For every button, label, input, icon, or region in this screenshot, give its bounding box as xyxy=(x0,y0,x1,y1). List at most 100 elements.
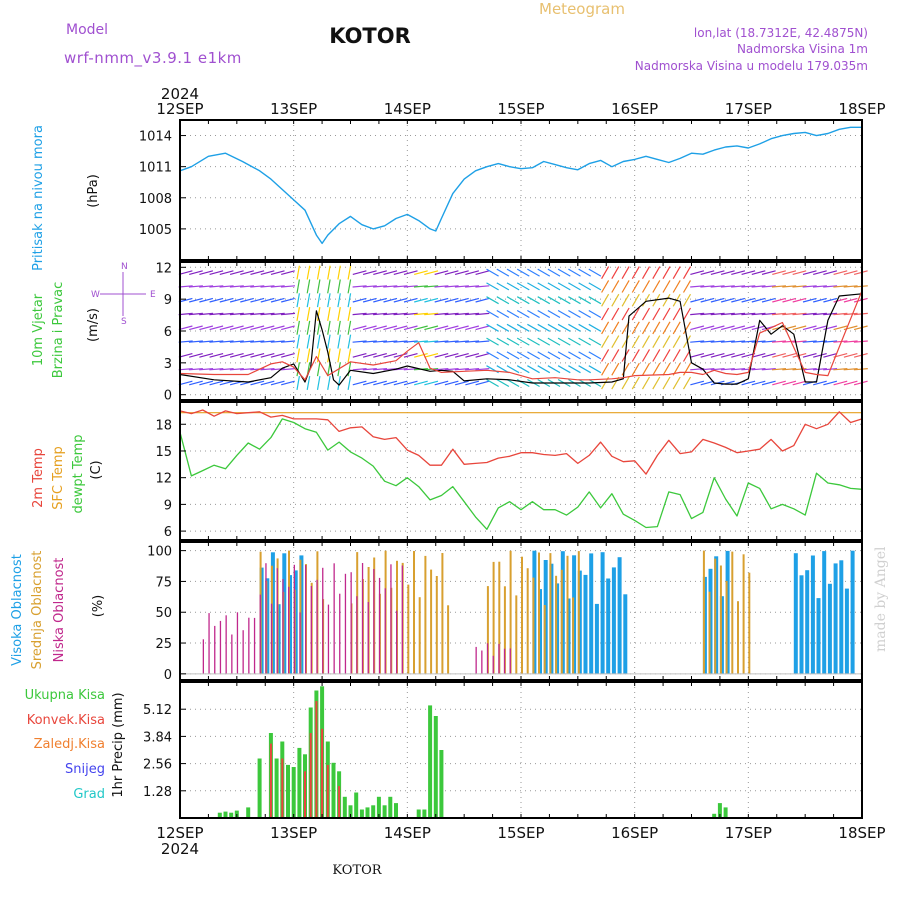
grid-layer xyxy=(180,120,862,818)
wind-barb xyxy=(352,380,367,386)
wind-barb xyxy=(547,337,561,346)
wind-barb xyxy=(652,349,661,362)
wind-barb xyxy=(270,380,285,386)
cloud-bar-2 xyxy=(305,565,307,674)
wind-barb xyxy=(710,312,725,316)
wind-barb xyxy=(209,285,224,288)
wind-barb xyxy=(413,340,428,343)
wind-barb xyxy=(731,270,746,275)
wind-barb xyxy=(373,368,388,371)
wind-barb xyxy=(588,351,602,360)
wind-barb xyxy=(568,268,581,277)
date-label-top: 18SEP xyxy=(838,100,885,118)
cloud-bar-1 xyxy=(572,597,575,674)
wind-barb xyxy=(475,325,490,331)
wind-barb xyxy=(444,353,459,358)
wind-barb xyxy=(761,368,776,371)
wind-barb xyxy=(641,307,651,321)
wind-barb xyxy=(652,266,661,280)
wind-barb xyxy=(578,268,592,277)
wind-barb xyxy=(414,380,428,386)
wind-barb xyxy=(496,337,510,346)
wind-barb xyxy=(362,325,377,331)
wind-barb xyxy=(516,351,530,360)
wind-barb xyxy=(383,270,398,275)
wind-barb xyxy=(833,312,848,316)
wind-barb xyxy=(327,279,331,294)
wind-barb xyxy=(690,285,705,288)
wind-barb xyxy=(296,279,300,294)
wind-barb xyxy=(327,334,331,349)
wind-barb xyxy=(578,309,592,319)
wind-barb xyxy=(761,340,776,343)
wind-barb xyxy=(306,279,311,294)
wind-barb xyxy=(199,312,214,316)
wind-barb xyxy=(631,321,640,335)
wind-barb xyxy=(260,285,275,288)
wind-barb xyxy=(731,368,746,371)
wind-barb xyxy=(413,312,428,316)
y-tick-label: 6 xyxy=(164,325,172,340)
wind-barb xyxy=(792,312,807,316)
wind-barb xyxy=(414,297,428,303)
wind-barb xyxy=(393,285,408,288)
wind-barb xyxy=(690,340,705,343)
wind-barb xyxy=(434,353,449,358)
cloud-bar-0 xyxy=(617,557,622,674)
wind-barb xyxy=(527,351,540,360)
wind-barb xyxy=(568,323,581,332)
wind-barb xyxy=(601,321,610,335)
wind-barb xyxy=(306,306,311,322)
wind-barb xyxy=(327,306,331,322)
wind-barb xyxy=(537,351,551,360)
wind-barb xyxy=(229,340,244,343)
wind-barb xyxy=(772,297,786,303)
wind-barb xyxy=(296,293,300,308)
wind-barb xyxy=(823,325,838,331)
dewpoint-line xyxy=(179,418,863,530)
wind-barb xyxy=(347,375,352,391)
wind-barb xyxy=(413,285,428,288)
wind-barb xyxy=(347,279,352,294)
wind-barb xyxy=(782,312,797,316)
wind-barb xyxy=(782,368,797,371)
wind-barb xyxy=(373,380,387,386)
wind-barb xyxy=(454,297,469,303)
cloud-bar-1 xyxy=(486,586,489,674)
wind-barb xyxy=(802,297,817,303)
wind-barb xyxy=(178,368,193,371)
station-title: KOTOR xyxy=(329,24,411,48)
cloud-unit: (%) xyxy=(91,595,106,618)
wind-barb xyxy=(761,312,776,316)
wind-barb xyxy=(362,368,377,371)
wind-barb xyxy=(454,368,469,371)
cloud-bar-2 xyxy=(475,646,477,674)
wind-barb xyxy=(741,325,756,331)
y-tick-label: 100 xyxy=(147,545,172,560)
wind-barb xyxy=(611,321,620,335)
y-tick-label: 1.28 xyxy=(143,785,172,800)
wind-barb xyxy=(700,312,715,316)
wind-barb xyxy=(434,380,449,386)
wind-barb xyxy=(465,380,480,386)
wind-barb xyxy=(352,285,367,288)
wind-barb xyxy=(347,293,352,308)
wind-barb xyxy=(641,280,651,293)
wind-barb xyxy=(843,285,858,288)
wind-barb xyxy=(434,312,449,316)
wind-barb xyxy=(662,362,671,376)
precip-conv-bar xyxy=(304,771,306,819)
wind-barb xyxy=(516,365,530,374)
wind-speed-line xyxy=(179,293,863,386)
wind-barb xyxy=(219,270,234,275)
wind-barb xyxy=(506,309,520,319)
cloud-bar-1 xyxy=(521,556,523,674)
wind-barb xyxy=(454,285,469,288)
precip-conv-bar xyxy=(309,733,312,818)
model-elevation-text: Nadmorska Visina u modelu 179.035m xyxy=(635,59,868,73)
wind-barb xyxy=(189,380,203,386)
temp-dew-label: dewpt Temp xyxy=(71,434,86,513)
cloud-bar-1 xyxy=(447,605,450,674)
cloud-bar-1 xyxy=(538,552,540,674)
wind-barb xyxy=(229,297,244,303)
